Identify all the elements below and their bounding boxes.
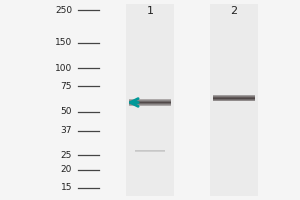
Bar <box>213 100 255 101</box>
Bar <box>129 99 171 100</box>
Bar <box>129 100 171 101</box>
Text: 37: 37 <box>61 126 72 135</box>
Bar <box>129 102 171 103</box>
Bar <box>213 99 255 100</box>
Text: 100: 100 <box>55 64 72 73</box>
Text: 1: 1 <box>146 6 154 16</box>
Bar <box>210 4 258 196</box>
Bar <box>213 97 255 98</box>
Bar <box>129 104 171 105</box>
Text: 25: 25 <box>61 151 72 160</box>
Bar <box>213 98 255 99</box>
Bar <box>129 105 171 106</box>
Bar <box>129 101 171 102</box>
Text: 2: 2 <box>230 6 238 16</box>
Bar <box>129 103 171 104</box>
Text: 250: 250 <box>55 6 72 15</box>
Text: 150: 150 <box>55 38 72 47</box>
Text: 20: 20 <box>61 165 72 174</box>
Bar <box>213 96 255 97</box>
Bar <box>213 95 255 96</box>
Text: 50: 50 <box>61 107 72 116</box>
Text: 75: 75 <box>61 82 72 91</box>
Text: 15: 15 <box>61 183 72 192</box>
Bar <box>126 4 174 196</box>
